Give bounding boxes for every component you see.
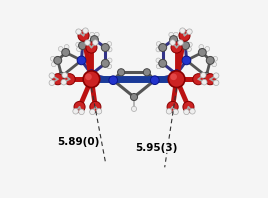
Circle shape [187,29,192,34]
Circle shape [62,72,68,78]
Circle shape [49,73,55,78]
Circle shape [193,74,204,85]
Circle shape [61,79,66,85]
Circle shape [85,40,90,45]
Circle shape [107,58,112,63]
Circle shape [86,42,97,53]
Circle shape [55,77,60,82]
Circle shape [131,93,137,101]
Circle shape [183,101,194,112]
Circle shape [170,40,175,45]
Circle shape [51,62,56,67]
Circle shape [94,32,99,37]
Circle shape [101,59,109,67]
Circle shape [76,42,81,47]
Circle shape [52,74,63,85]
Circle shape [143,69,150,76]
Circle shape [150,76,159,85]
Circle shape [58,47,63,51]
Circle shape [90,109,95,115]
Circle shape [159,44,167,51]
Circle shape [180,28,185,33]
Circle shape [200,72,206,78]
Circle shape [156,64,161,69]
Circle shape [168,71,185,88]
Circle shape [79,42,87,50]
Circle shape [58,72,66,80]
Circle shape [77,47,81,51]
Text: 5.95(3): 5.95(3) [136,143,178,152]
Circle shape [171,42,182,53]
Circle shape [173,109,178,115]
Text: 5.89(0): 5.89(0) [57,137,100,147]
Circle shape [182,56,191,65]
Circle shape [156,47,161,52]
Circle shape [107,64,112,69]
Circle shape [77,56,86,65]
Circle shape [90,32,94,37]
Circle shape [187,47,191,51]
Circle shape [78,30,89,41]
Circle shape [178,40,183,45]
Circle shape [64,45,69,49]
Circle shape [87,70,96,79]
Circle shape [90,36,98,44]
Circle shape [107,42,112,46]
Circle shape [166,109,172,114]
Circle shape [190,109,195,114]
Circle shape [170,36,178,44]
Circle shape [212,62,217,67]
Circle shape [107,47,112,52]
Circle shape [50,56,55,61]
Circle shape [131,106,137,111]
Circle shape [198,49,206,56]
Circle shape [83,71,100,88]
Circle shape [170,73,177,80]
Circle shape [159,59,167,67]
Circle shape [205,74,216,85]
Circle shape [85,73,92,80]
Circle shape [90,101,101,112]
Circle shape [76,29,81,34]
Circle shape [49,80,55,86]
Circle shape [156,42,161,46]
Circle shape [213,56,218,61]
Circle shape [73,109,78,114]
Circle shape [79,109,84,115]
Circle shape [83,28,88,33]
Circle shape [206,56,214,64]
Circle shape [208,77,213,82]
Circle shape [101,44,109,51]
Circle shape [61,78,66,83]
Circle shape [202,78,207,83]
Circle shape [174,32,178,37]
Circle shape [169,32,174,37]
Circle shape [213,73,219,78]
Circle shape [109,76,118,85]
Circle shape [181,42,189,50]
Circle shape [202,72,210,80]
Circle shape [187,42,192,47]
Circle shape [96,109,102,114]
Circle shape [74,101,85,112]
Circle shape [213,80,219,86]
Circle shape [156,58,161,63]
Circle shape [172,70,181,79]
Circle shape [64,74,75,85]
Circle shape [199,45,204,49]
Circle shape [179,30,190,41]
Circle shape [93,40,98,45]
Circle shape [54,56,62,64]
Circle shape [118,69,125,76]
Circle shape [202,79,207,85]
Circle shape [205,47,210,51]
Circle shape [184,109,189,115]
Circle shape [167,101,178,112]
Circle shape [62,49,70,56]
